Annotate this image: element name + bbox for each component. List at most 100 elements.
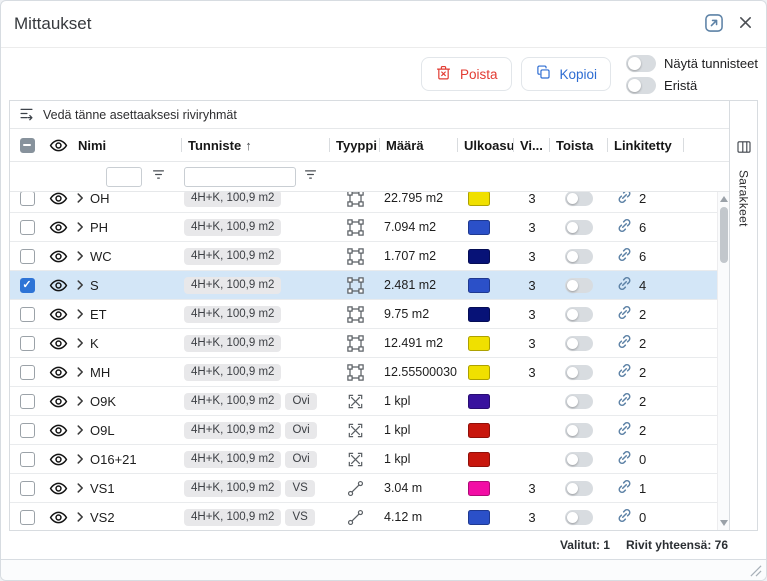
link-icon[interactable] — [616, 449, 633, 469]
table-row[interactable]: VS2 4H+K, 100,9 m2 VS 4.12 m 3 0 — [10, 503, 729, 530]
row-visibility-eye-icon[interactable] — [49, 363, 68, 382]
repeat-toggle[interactable] — [565, 248, 593, 264]
column-header-visibility[interactable]: Vi... — [514, 129, 550, 161]
row-visibility-eye-icon[interactable] — [49, 276, 68, 295]
expand-chevron-icon[interactable] — [73, 394, 87, 408]
show-identifiers-toggle[interactable] — [626, 54, 657, 72]
color-swatch[interactable] — [468, 393, 490, 409]
link-icon[interactable] — [616, 246, 633, 266]
table-row[interactable]: O9L 4H+K, 100,9 m2 Ovi 1 kpl 2 — [10, 416, 729, 445]
link-icon[interactable] — [616, 304, 633, 324]
row-checkbox[interactable] — [19, 219, 35, 235]
color-swatch[interactable] — [468, 480, 490, 496]
column-header-name[interactable]: Nimi — [72, 129, 182, 161]
filter-funnel-icon[interactable] — [304, 168, 317, 186]
expand-chevron-icon[interactable] — [73, 249, 87, 263]
row-checkbox[interactable] — [19, 509, 35, 525]
table-row[interactable]: O16+21 4H+K, 100,9 m2 Ovi 1 kpl 0 — [10, 445, 729, 474]
link-icon[interactable] — [616, 333, 633, 353]
column-header-linked[interactable]: Linkitetty — [608, 129, 684, 161]
row-visibility-eye-icon[interactable] — [49, 305, 68, 324]
column-header-identifier[interactable]: Tunniste ↑ — [182, 129, 330, 161]
table-row[interactable]: WC 4H+K, 100,9 m2 1.707 m2 3 6 — [10, 242, 729, 271]
table-row[interactable]: O9K 4H+K, 100,9 m2 Ovi 1 kpl 2 — [10, 387, 729, 416]
row-checkbox[interactable] — [19, 306, 35, 322]
row-visibility-eye-icon[interactable] — [49, 218, 68, 237]
table-row[interactable]: OH 4H+K, 100,9 m2 22.795 m2 3 2 — [10, 192, 729, 213]
row-checkbox[interactable] — [19, 422, 35, 438]
color-swatch[interactable] — [468, 509, 490, 525]
row-visibility-eye-icon[interactable] — [49, 421, 68, 440]
resize-grip-icon[interactable] — [749, 564, 762, 577]
expand-chevron-icon[interactable] — [73, 510, 87, 524]
scroll-up-icon[interactable] — [719, 196, 728, 202]
expand-chevron-icon[interactable] — [73, 278, 87, 292]
repeat-toggle[interactable] — [565, 393, 593, 409]
repeat-toggle[interactable] — [565, 192, 593, 206]
link-icon[interactable] — [616, 507, 633, 527]
color-swatch[interactable] — [468, 219, 490, 235]
expand-chevron-icon[interactable] — [73, 220, 87, 234]
scroll-down-icon[interactable] — [719, 520, 728, 526]
column-header-appearance[interactable]: Ulkoasu — [458, 129, 515, 161]
color-swatch[interactable] — [468, 277, 490, 293]
expand-chevron-icon[interactable] — [73, 452, 87, 466]
row-checkbox[interactable] — [19, 248, 35, 264]
row-visibility-eye-icon[interactable] — [49, 334, 68, 353]
row-visibility-eye-icon[interactable] — [49, 192, 68, 208]
table-row[interactable]: PH 4H+K, 100,9 m2 7.094 m2 3 6 — [10, 213, 729, 242]
color-swatch[interactable] — [468, 192, 490, 206]
delete-button[interactable]: Poista — [420, 57, 512, 91]
repeat-toggle[interactable] — [565, 277, 593, 293]
repeat-toggle[interactable] — [565, 422, 593, 438]
row-checkbox[interactable] — [19, 277, 35, 293]
column-header-type[interactable]: Tyyppi — [330, 129, 380, 161]
name-filter-input[interactable] — [106, 166, 142, 187]
expand-chevron-icon[interactable] — [73, 481, 87, 495]
expand-chevron-icon[interactable] — [73, 192, 87, 205]
row-checkbox[interactable] — [19, 451, 35, 467]
row-visibility-eye-icon[interactable] — [49, 450, 68, 469]
column-header-amount[interactable]: Määrä — [380, 129, 458, 161]
link-icon[interactable] — [616, 192, 633, 208]
filter-funnel-icon[interactable] — [152, 168, 165, 186]
vertical-scrollbar[interactable] — [717, 192, 729, 530]
row-checkbox[interactable] — [19, 335, 35, 351]
columns-panel-tab[interactable]: Sarakkeet — [729, 101, 757, 530]
row-visibility-eye-icon[interactable] — [49, 392, 68, 411]
row-visibility-eye-icon[interactable] — [49, 479, 68, 498]
isolate-toggle[interactable] — [626, 76, 657, 94]
table-row[interactable]: ET 4H+K, 100,9 m2 9.75 m2 3 2 — [10, 300, 729, 329]
visibility-column-eye-icon[interactable] — [49, 136, 68, 155]
color-swatch[interactable] — [468, 364, 490, 380]
color-swatch[interactable] — [468, 306, 490, 322]
row-checkbox[interactable] — [19, 192, 35, 206]
color-swatch[interactable] — [468, 335, 490, 351]
row-checkbox[interactable] — [19, 480, 35, 496]
select-all-checkbox[interactable] — [19, 137, 35, 153]
row-checkbox[interactable] — [19, 393, 35, 409]
table-row[interactable]: MH 4H+K, 100,9 m2 12.55500030 3 2 — [10, 358, 729, 387]
table-row[interactable]: K 4H+K, 100,9 m2 12.491 m2 3 2 — [10, 329, 729, 358]
link-icon[interactable] — [616, 391, 633, 411]
expand-chevron-icon[interactable] — [73, 423, 87, 437]
table-row[interactable]: VS1 4H+K, 100,9 m2 VS 3.04 m 3 1 — [10, 474, 729, 503]
expand-chevron-icon[interactable] — [73, 365, 87, 379]
row-checkbox[interactable] — [19, 364, 35, 380]
copy-button[interactable]: Kopioi — [520, 57, 612, 91]
repeat-toggle[interactable] — [565, 509, 593, 525]
link-icon[interactable] — [616, 420, 633, 440]
repeat-toggle[interactable] — [565, 480, 593, 496]
close-dialog-button[interactable] — [738, 15, 753, 33]
row-groups-dropzone[interactable]: Vedä tänne asettaaksesi riviryhmät — [10, 101, 729, 129]
row-visibility-eye-icon[interactable] — [49, 508, 68, 527]
expand-dialog-button[interactable] — [703, 12, 725, 37]
repeat-toggle[interactable] — [565, 219, 593, 235]
color-swatch[interactable] — [468, 248, 490, 264]
identifier-filter-input[interactable] — [184, 166, 296, 187]
scrollbar-thumb[interactable] — [719, 207, 728, 263]
column-header-repeat[interactable]: Toista — [550, 129, 608, 161]
expand-chevron-icon[interactable] — [73, 307, 87, 321]
link-icon[interactable] — [616, 217, 633, 237]
row-visibility-eye-icon[interactable] — [49, 247, 68, 266]
